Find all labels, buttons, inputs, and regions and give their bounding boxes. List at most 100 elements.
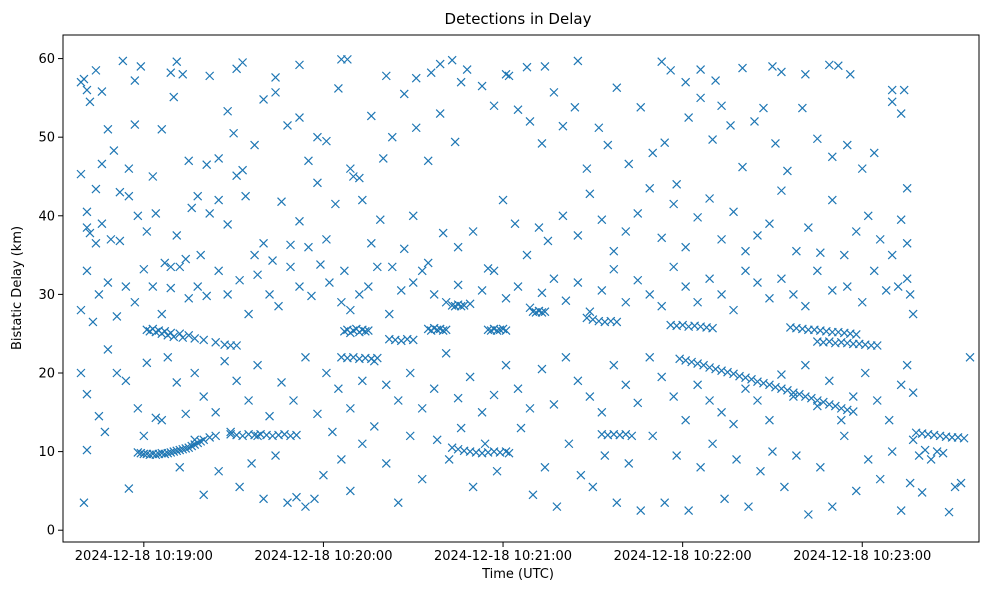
data-point bbox=[489, 101, 499, 111]
data-point bbox=[896, 380, 906, 390]
data-point bbox=[549, 87, 559, 97]
data-point bbox=[393, 396, 403, 405]
data-point bbox=[824, 337, 834, 346]
data-point bbox=[381, 380, 391, 390]
data-point bbox=[175, 462, 185, 472]
data-point bbox=[869, 148, 879, 158]
data-point bbox=[750, 117, 759, 126]
data-point bbox=[672, 451, 682, 460]
data-point bbox=[91, 184, 101, 194]
data-point bbox=[450, 137, 460, 147]
data-point bbox=[405, 431, 415, 441]
data-point bbox=[609, 264, 619, 274]
data-point bbox=[932, 447, 942, 457]
data-point bbox=[585, 307, 595, 317]
data-point bbox=[558, 121, 568, 131]
data-point bbox=[705, 363, 715, 372]
data-points bbox=[76, 54, 975, 519]
data-point bbox=[354, 289, 364, 299]
data-point bbox=[214, 466, 224, 476]
data-point bbox=[699, 360, 709, 370]
data-point bbox=[175, 262, 185, 272]
data-point bbox=[525, 403, 535, 413]
data-point bbox=[959, 433, 969, 443]
data-point bbox=[103, 278, 113, 288]
data-point bbox=[396, 286, 406, 295]
data-point bbox=[91, 238, 101, 248]
data-point bbox=[887, 85, 897, 95]
data-point bbox=[235, 482, 245, 492]
data-point bbox=[295, 113, 304, 122]
data-point bbox=[115, 236, 125, 246]
data-point bbox=[827, 502, 837, 512]
data-point bbox=[830, 401, 840, 411]
data-point bbox=[633, 398, 643, 408]
data-point bbox=[277, 378, 286, 387]
data-point bbox=[492, 326, 502, 335]
data-point bbox=[124, 164, 134, 174]
data-point bbox=[477, 286, 487, 295]
data-point bbox=[253, 270, 262, 280]
data-point bbox=[501, 293, 511, 303]
data-point bbox=[573, 56, 583, 66]
data-point bbox=[672, 179, 682, 189]
data-point bbox=[875, 474, 885, 484]
data-point bbox=[399, 89, 409, 99]
data-point bbox=[582, 164, 592, 174]
data-point bbox=[372, 262, 382, 272]
data-point bbox=[133, 211, 143, 221]
data-point bbox=[184, 330, 194, 340]
data-point bbox=[711, 364, 720, 374]
data-point bbox=[612, 498, 622, 508]
data-point bbox=[181, 409, 191, 419]
data-point bbox=[184, 293, 194, 303]
data-point bbox=[857, 297, 867, 307]
data-point bbox=[537, 308, 547, 317]
data-point bbox=[753, 377, 762, 387]
data-point bbox=[130, 76, 140, 86]
data-point bbox=[100, 427, 110, 437]
data-point bbox=[780, 482, 789, 492]
data-point bbox=[744, 502, 753, 512]
data-point bbox=[79, 74, 89, 84]
data-point bbox=[387, 132, 397, 142]
data-point bbox=[459, 300, 469, 310]
data-point bbox=[366, 111, 376, 121]
data-point bbox=[842, 405, 852, 415]
data-point bbox=[827, 152, 837, 162]
data-point bbox=[444, 455, 454, 464]
data-point bbox=[782, 385, 792, 395]
data-point bbox=[271, 451, 280, 460]
data-point bbox=[513, 105, 523, 115]
data-point bbox=[540, 307, 550, 317]
data-point bbox=[905, 289, 915, 299]
data-point bbox=[594, 123, 604, 133]
data-point bbox=[169, 92, 179, 102]
data-point bbox=[354, 173, 364, 183]
data-point bbox=[157, 124, 167, 134]
data-point bbox=[277, 197, 286, 207]
x-tick-label: 2024-12-18 10:20:00 bbox=[254, 549, 392, 564]
x-tick-label: 2024-12-18 10:21:00 bbox=[434, 549, 572, 564]
data-point bbox=[696, 462, 706, 472]
data-point bbox=[501, 447, 511, 457]
data-point bbox=[759, 103, 768, 113]
data-point bbox=[319, 470, 328, 480]
data-point bbox=[561, 352, 571, 362]
data-point bbox=[405, 368, 415, 378]
data-point bbox=[717, 407, 726, 417]
data-point bbox=[468, 227, 478, 236]
data-point bbox=[232, 171, 242, 181]
data-point bbox=[848, 392, 858, 402]
data-point bbox=[537, 288, 547, 298]
data-point bbox=[806, 393, 816, 403]
data-point bbox=[684, 506, 694, 515]
data-point bbox=[238, 431, 248, 441]
data-point bbox=[441, 297, 451, 307]
data-point bbox=[480, 439, 490, 449]
data-point bbox=[851, 330, 861, 339]
data-point bbox=[753, 231, 762, 240]
data-point bbox=[130, 120, 140, 130]
data-point bbox=[387, 262, 397, 272]
data-point bbox=[585, 189, 595, 199]
